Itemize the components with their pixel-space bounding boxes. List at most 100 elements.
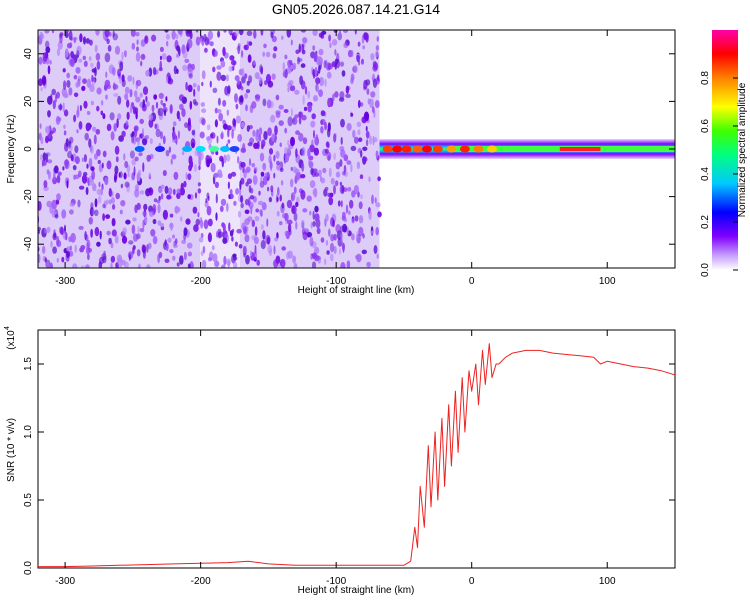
- noise-speck: [49, 262, 53, 268]
- noise-speck: [223, 123, 228, 130]
- noise-speck: [263, 43, 267, 49]
- noise-speck: [38, 78, 43, 87]
- spectrogram-x-tick-label: -300: [55, 276, 75, 287]
- noise-speck: [61, 256, 65, 263]
- noise-speck: [287, 219, 293, 225]
- noise-speck: [212, 66, 216, 73]
- noise-speck: [361, 58, 364, 65]
- noise-speck: [187, 251, 192, 257]
- noise-speck: [117, 95, 122, 105]
- noise-speck: [106, 38, 110, 45]
- noise-speck: [69, 250, 74, 257]
- noise-speck: [370, 53, 375, 61]
- noise-speck: [81, 157, 84, 162]
- noise-speck: [200, 102, 205, 107]
- noise-speck: [106, 123, 112, 132]
- noise-speck: [136, 46, 139, 52]
- noise-speck: [142, 86, 149, 95]
- noise-speck: [300, 189, 306, 200]
- noise-speck: [362, 45, 366, 50]
- noise-speck: [346, 160, 352, 165]
- noise-speck: [109, 32, 112, 37]
- noise-speck: [261, 139, 266, 147]
- noise-speck: [54, 93, 58, 103]
- noise-speck: [131, 158, 136, 166]
- noise-speck: [250, 250, 253, 257]
- noise-speck: [266, 99, 272, 109]
- noise-speck: [275, 94, 280, 101]
- snr-series-line: [38, 343, 675, 568]
- noise-speck: [94, 66, 97, 77]
- noise-speck: [353, 184, 359, 195]
- noise-speck: [50, 240, 53, 248]
- noise-speck: [160, 184, 165, 189]
- noise-speck: [151, 104, 155, 113]
- noise-speck: [201, 70, 206, 80]
- noise-speck: [111, 67, 116, 76]
- noise-speck: [260, 239, 266, 250]
- noise-speck: [102, 30, 106, 35]
- noise-speck: [66, 180, 69, 189]
- noise-speck: [205, 136, 211, 141]
- noise-speck: [262, 230, 266, 240]
- noise-speck: [136, 249, 141, 257]
- noise-speck: [85, 122, 91, 132]
- noise-speck: [239, 95, 244, 103]
- noise-speck: [209, 158, 213, 164]
- noise-speck: [259, 64, 263, 73]
- noise-speck: [244, 209, 250, 215]
- noise-speck: [276, 160, 280, 166]
- noise-speck: [191, 142, 195, 149]
- noise-speck: [226, 258, 231, 266]
- noise-speck: [237, 45, 241, 55]
- noise-speck: [247, 54, 252, 63]
- noise-speck: [201, 259, 207, 268]
- noise-speck: [214, 119, 218, 128]
- noise-speck: [326, 71, 332, 79]
- noise-speck: [91, 74, 94, 83]
- noise-speck: [192, 206, 198, 214]
- noise-speck: [46, 159, 53, 164]
- noise-speck: [177, 30, 183, 35]
- noise-speck: [330, 253, 334, 262]
- noise-speck: [318, 169, 322, 177]
- noise-speck: [101, 253, 107, 261]
- noise-speck: [143, 203, 148, 211]
- noise-speck: [290, 107, 293, 117]
- noise-speck: [110, 242, 114, 249]
- noise-speck: [69, 245, 73, 251]
- colorbar-tick-label: 0.4: [700, 167, 711, 181]
- noise-speck: [216, 135, 219, 144]
- noise-speck: [295, 49, 300, 55]
- noise-speck: [335, 180, 339, 187]
- noise-speck: [167, 78, 174, 85]
- noise-speck: [128, 240, 134, 245]
- noise-speck: [134, 156, 139, 162]
- noise-speck: [293, 186, 297, 194]
- noise-speck: [53, 229, 56, 238]
- noise-speck: [69, 209, 74, 215]
- noise-speck: [333, 133, 337, 143]
- spectrogram-y-axis-label: Frequency (Hz): [6, 115, 17, 184]
- noise-speck: [189, 100, 193, 110]
- noise-speck: [102, 150, 107, 158]
- noise-speck: [328, 228, 331, 237]
- noise-speck: [263, 165, 266, 171]
- chart-title: GN05.2026.087.14.21.G14: [272, 1, 440, 17]
- noise-speck: [229, 55, 235, 61]
- noise-speck: [253, 30, 257, 39]
- noise-speck: [198, 237, 204, 243]
- noise-speck: [160, 193, 164, 200]
- noise-speck: [39, 123, 42, 129]
- noise-speck: [43, 180, 48, 188]
- noise-speck: [237, 156, 240, 164]
- noise-speck: [230, 171, 237, 177]
- noise-speck: [114, 165, 119, 175]
- noise-speck: [375, 227, 380, 236]
- noise-speck: [279, 194, 283, 202]
- noise-speck: [140, 53, 146, 61]
- noise-speck: [320, 119, 323, 125]
- noise-speck: [222, 46, 226, 57]
- noise-speck: [356, 161, 360, 170]
- noise-speck: [343, 30, 348, 33]
